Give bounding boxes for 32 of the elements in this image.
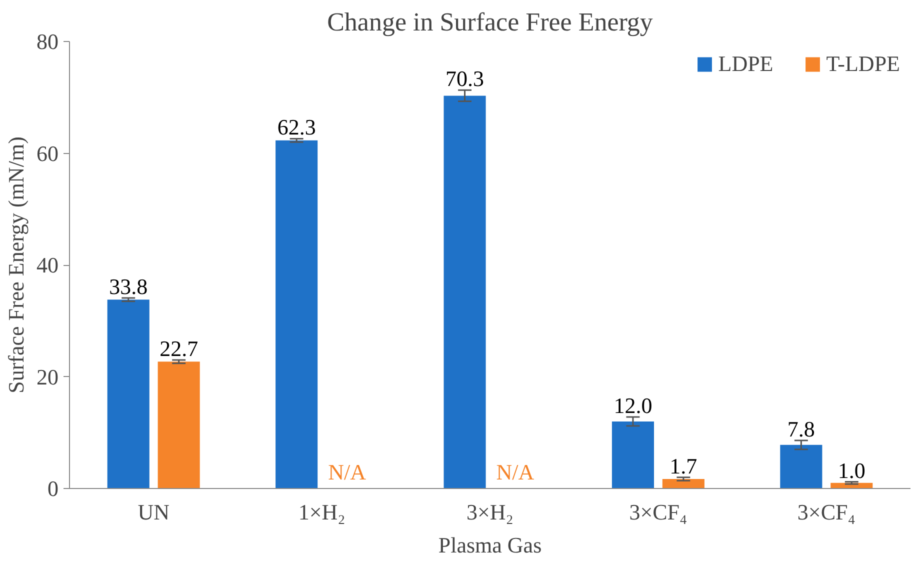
legend-label: LDPE xyxy=(718,51,774,77)
data-label: 70.3 xyxy=(446,66,484,92)
bar xyxy=(662,479,704,488)
text: N/A xyxy=(496,460,534,484)
y-tick-label: 60 xyxy=(36,140,58,166)
bar xyxy=(276,140,318,488)
bar xyxy=(612,421,654,488)
x-axis-title: Plasma Gas xyxy=(438,532,542,558)
text: N/A xyxy=(328,460,366,484)
chart-title: Change in Surface Free Energy xyxy=(327,8,653,36)
y-tick-label: 20 xyxy=(36,364,58,390)
data-label: 22.7 xyxy=(160,336,198,361)
legend-label: T-LDPE xyxy=(826,51,900,77)
x-tick-label: 3×CF₄ xyxy=(797,500,856,524)
bar xyxy=(158,362,200,488)
y-tick-label: 40 xyxy=(36,252,58,278)
data-label: 12.0 xyxy=(614,392,652,418)
data-label: 1.7 xyxy=(670,453,698,478)
bar xyxy=(780,444,822,488)
data-label: 62.3 xyxy=(277,114,316,140)
x-tick-label: 3×CF₄ xyxy=(629,500,688,524)
bar xyxy=(107,300,150,488)
bar xyxy=(444,96,486,488)
data-label: 33.8 xyxy=(109,274,148,299)
data-label: 1.0 xyxy=(838,458,866,483)
data-label: 7.8 xyxy=(787,416,815,442)
y-tick-label: 80 xyxy=(36,29,58,54)
x-tick-label: UN xyxy=(138,500,170,524)
y-axis-title: Surface Free Energy (mN/m) xyxy=(4,136,28,394)
y-tick-label: 0 xyxy=(48,476,58,501)
x-tick-label: 3×H₂ xyxy=(466,500,514,524)
x-tick-label: 1×H₂ xyxy=(298,500,346,524)
